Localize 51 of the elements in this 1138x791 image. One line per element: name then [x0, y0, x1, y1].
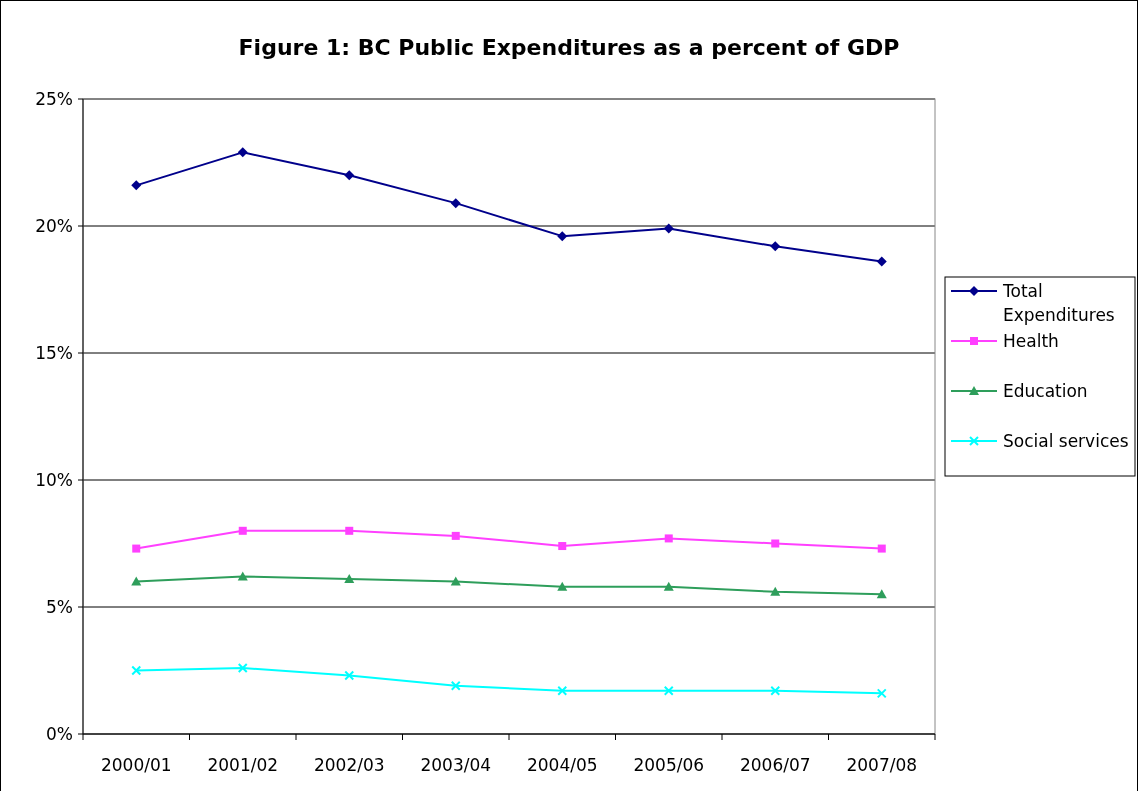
- point: [345, 526, 354, 535]
- x-tick-label: 2003/04: [420, 755, 492, 775]
- point: [663, 223, 674, 234]
- point: [557, 581, 568, 591]
- y-tick-label: 10%: [35, 470, 73, 490]
- point: [771, 539, 780, 548]
- x-tick-label: 2000/01: [100, 755, 172, 775]
- legend-label: Total Expenditures: [1002, 281, 1115, 325]
- legend-label: Social services: [1003, 431, 1129, 451]
- point: [876, 256, 887, 267]
- point: [876, 589, 887, 599]
- legend-label: Health: [1003, 331, 1059, 351]
- point: [344, 574, 355, 584]
- point: [770, 241, 781, 252]
- legend-label: Education: [1003, 381, 1088, 401]
- point: [663, 581, 674, 591]
- point: [451, 531, 460, 540]
- point: [663, 685, 674, 696]
- point: [450, 576, 461, 586]
- point: [557, 231, 568, 242]
- point: [131, 180, 142, 191]
- x-tick-label: 2005/06: [633, 755, 705, 775]
- point: [557, 685, 568, 696]
- point: [770, 685, 781, 696]
- point: [450, 680, 461, 691]
- point: [558, 542, 567, 551]
- point: [238, 526, 247, 535]
- x-tick-label: 2002/03: [313, 755, 385, 775]
- point: [131, 665, 142, 676]
- point: [770, 586, 781, 596]
- x-tick-label: 2004/05: [526, 755, 598, 775]
- y-tick-label: 15%: [35, 343, 73, 363]
- point: [877, 544, 886, 553]
- point: [344, 170, 355, 181]
- y-tick-label: 25%: [35, 89, 73, 109]
- point: [131, 576, 142, 586]
- x-tick-label: 2007/08: [846, 755, 918, 775]
- x-tick-label: 2001/02: [207, 755, 279, 775]
- point: [237, 147, 248, 158]
- chart-title: Figure 1: BC Public Expenditures as a percent of GDP: [238, 35, 900, 60]
- point: [450, 198, 461, 209]
- point: [237, 662, 248, 673]
- point: [237, 571, 248, 581]
- x-tick-label: 2006/07: [739, 755, 811, 775]
- point: [876, 688, 887, 699]
- y-tick-label: 0%: [46, 724, 73, 744]
- point: [664, 534, 673, 543]
- y-tick-label: 5%: [46, 597, 73, 617]
- point: [344, 670, 355, 681]
- y-tick-label: 20%: [35, 216, 73, 236]
- point: [132, 544, 141, 553]
